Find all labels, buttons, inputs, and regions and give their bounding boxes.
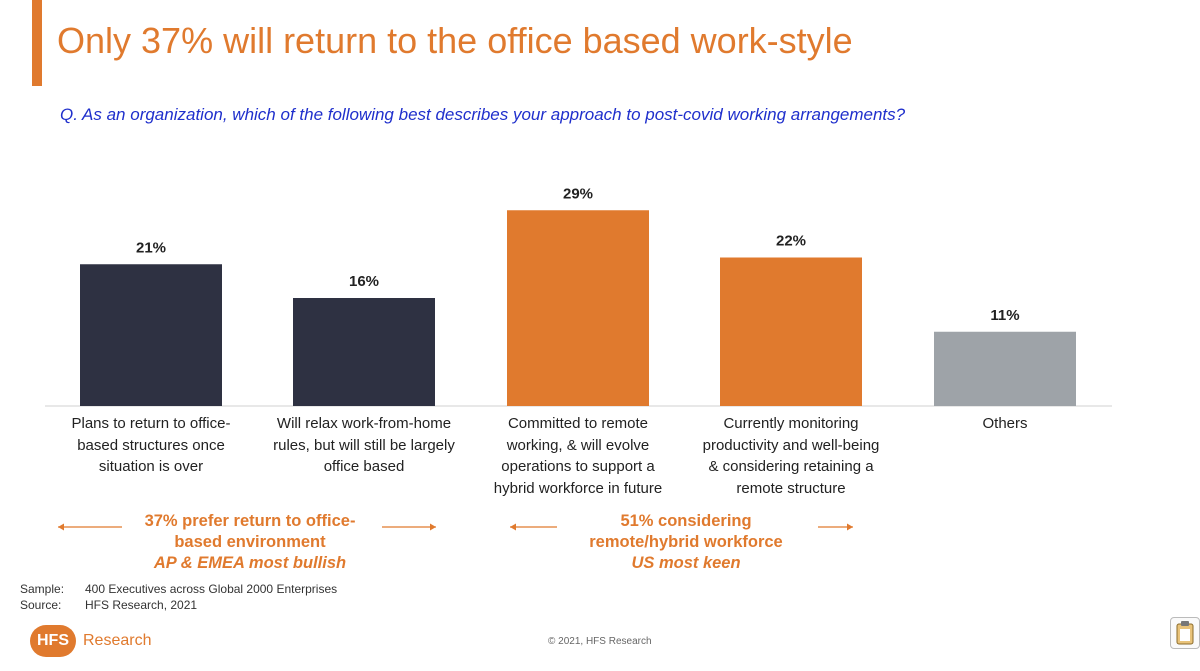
source-value: HFS Research, 2021 — [85, 598, 198, 612]
bar-2 — [293, 298, 435, 406]
callout-left-line-2: based environment — [174, 533, 326, 551]
x-tick-label-5: Others — [895, 413, 1115, 435]
data-label-1: 21% — [136, 239, 166, 256]
callout-arrowhead-1 — [58, 523, 64, 531]
data-label-5: 11% — [990, 307, 1019, 324]
x-tick-label-4-line-3: & considering retaining a — [708, 458, 874, 475]
hfs-logo-text: Research — [83, 632, 152, 649]
data-label-3: 29% — [563, 185, 593, 202]
sample-value: 400 Executives across Global 2000 Enterp… — [85, 582, 338, 596]
clipboard-icon[interactable] — [1170, 617, 1200, 649]
hfs-logo-badge: HFS — [30, 625, 76, 657]
bar-5 — [934, 331, 1076, 406]
data-label-2: 16% — [349, 273, 379, 290]
callout-right: 51% considering remote/hybrid workforce … — [566, 511, 806, 574]
x-tick-label-5-line-1: Others — [982, 415, 1028, 432]
x-tick-label-2-line-3: office based — [323, 458, 405, 475]
x-tick-label-3-line-2: working, & will evolve — [506, 436, 650, 454]
x-tick-label-4: Currently monitoring productivity and wel… — [681, 413, 901, 499]
x-tick-label-2-line-2: rules, but will still be largely — [273, 436, 455, 454]
x-tick-label-3-line-4: hybrid workforce in future — [493, 479, 663, 497]
page-title: Only 37% will return to the office based… — [57, 20, 853, 61]
x-tick-label-4-line-1: Currently monitoring — [723, 415, 859, 432]
x-tick-label-4-line-4: remote structure — [736, 479, 846, 497]
x-tick-label-1-line-3: situation is over — [98, 458, 204, 475]
x-tick-label-2: Will relax work-from-home rules, but will… — [254, 413, 474, 478]
bar-3 — [507, 210, 649, 406]
callout-arrowhead-4 — [847, 523, 853, 531]
callout-arrowhead-2 — [430, 523, 436, 531]
bar-1 — [80, 264, 222, 406]
x-tick-label-1-line-1: Plans to return to office- — [71, 415, 231, 432]
x-tick-label-4-line-2: productivity and well-being — [702, 436, 880, 454]
bar-4 — [720, 257, 862, 406]
callout-right-line-3: US most keen — [631, 554, 741, 572]
callout-right-line-1: 51% considering — [620, 512, 752, 530]
source-label: Source: — [20, 598, 62, 612]
callout-right-line-2: remote/hybrid workforce — [589, 533, 783, 551]
x-tick-label-3-line-1: Committed to remote — [507, 415, 649, 432]
sample-label: Sample: — [20, 582, 65, 596]
x-tick-label-1: Plans to return to office-based structur… — [41, 413, 261, 478]
survey-question: Q. As an organization, which of the foll… — [60, 105, 906, 124]
callout-left-line-3: AP & EMEA most bullish — [153, 554, 347, 572]
callout-arrowhead-3 — [510, 523, 516, 531]
x-tick-label-3-line-3: operations to support a — [501, 458, 655, 475]
x-tick-label-2-line-1: Will relax work-from-home — [276, 415, 452, 432]
x-tick-label-3: Committed to remote working, & will evolv… — [468, 413, 688, 499]
source-note: Source: HFS Research, 2021 — [20, 598, 197, 612]
data-label-4: 22% — [776, 233, 806, 250]
sample-note: Sample: 400 Executives across Global 2000… — [20, 582, 337, 596]
callout-left: 37% prefer return to office- based envir… — [130, 511, 370, 574]
title-accent-bar — [32, 0, 42, 86]
callout-left-line-1: 37% prefer return to office- — [144, 512, 356, 530]
x-tick-label-1-line-2: based structures once — [77, 436, 225, 454]
copyright: © 2021, HFS Research — [548, 636, 652, 647]
